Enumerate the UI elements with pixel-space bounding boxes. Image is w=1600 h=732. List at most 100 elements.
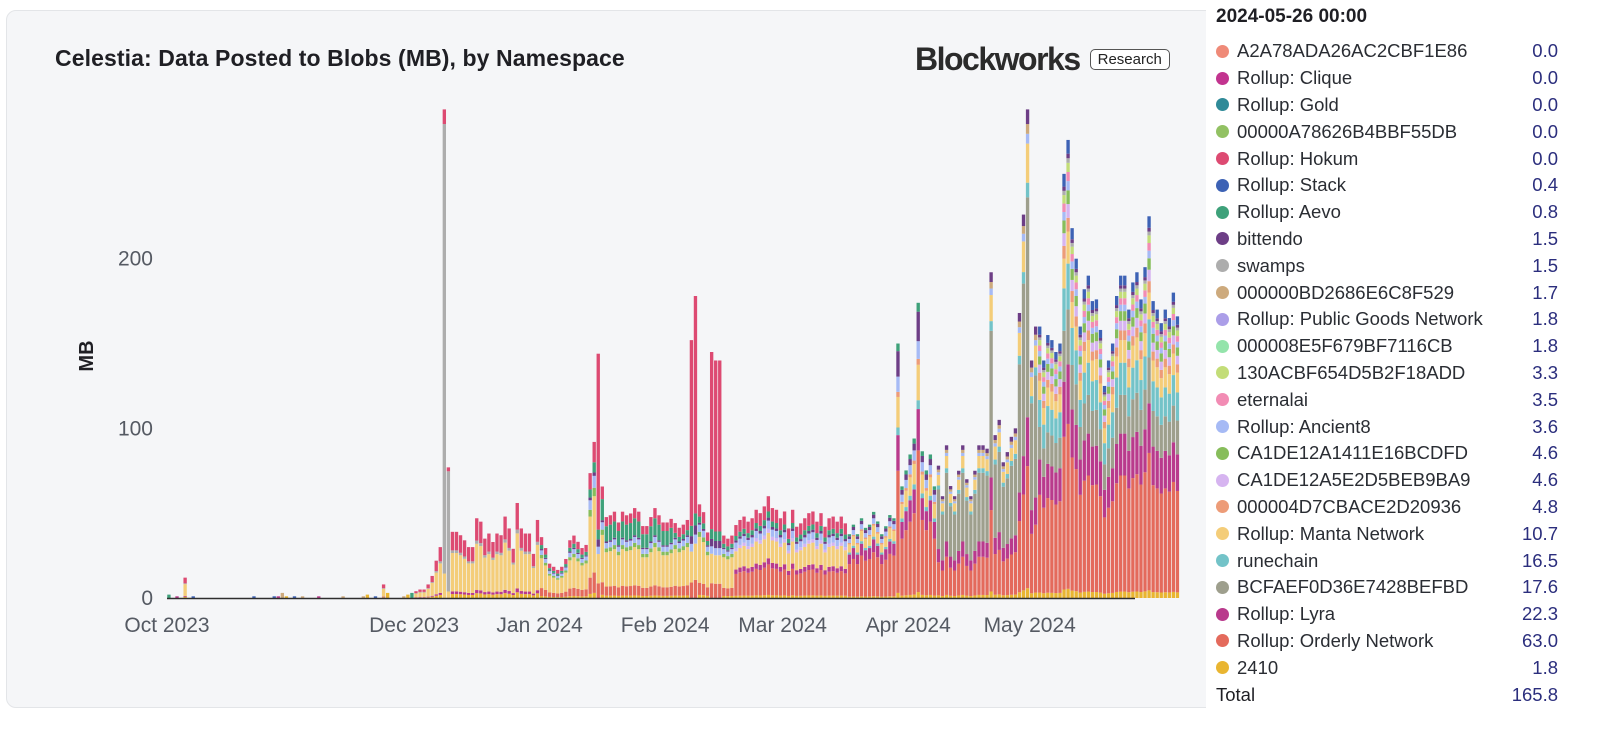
bar-segment	[1070, 409, 1074, 458]
legend-swatch	[1216, 500, 1229, 514]
bar-segment	[1050, 391, 1054, 410]
bar-segment	[418, 589, 422, 592]
bar-segment	[738, 538, 742, 545]
bar-segment	[572, 557, 576, 588]
legend-item[interactable]: 00000A78626B4BBF55DB 0.0	[1216, 118, 1558, 145]
bar-segment	[600, 534, 604, 583]
bar-segment	[965, 487, 969, 498]
legend-swatch	[1216, 339, 1229, 353]
bar-segment	[993, 443, 997, 447]
bar-segment	[851, 536, 856, 546]
legend-item[interactable]: bittendo 1.5	[1216, 226, 1558, 253]
bar-segment	[1066, 190, 1070, 205]
bar-segment	[957, 477, 961, 480]
bar-segment	[1167, 374, 1171, 394]
legend-item[interactable]: eternalai 3.5	[1216, 386, 1558, 413]
legend-item[interactable]: Rollup: Stack 0.4	[1216, 172, 1558, 199]
bar-segment	[819, 570, 823, 596]
bar-segment	[1147, 235, 1151, 243]
legend-item[interactable]: runechain 16.5	[1216, 547, 1558, 574]
legend-item[interactable]: A2A78ADA26AC2CBF1E86 0.0	[1216, 38, 1558, 65]
bar-segment	[1110, 351, 1115, 354]
bar-segment	[1151, 342, 1155, 352]
legend-item[interactable]: 000004D7CBACE2D20936 4.8	[1216, 494, 1558, 521]
bar-segment	[1139, 445, 1143, 485]
bar-segment	[888, 538, 892, 542]
bar-segment	[811, 511, 815, 525]
bar-segment	[782, 524, 787, 530]
legend-item[interactable]: CA1DE12A5E2D5BEB9BA9 4.6	[1216, 467, 1558, 494]
bar-segment	[596, 583, 600, 598]
bar-segment	[1102, 409, 1107, 416]
bar-segment	[985, 557, 989, 596]
bar-segment	[705, 595, 710, 598]
legend-item[interactable]: Rollup: Manta Network 10.7	[1216, 520, 1558, 547]
legend-item[interactable]: 000000BD2686E6C8F529 1.7	[1216, 279, 1558, 306]
bar-segment	[1147, 231, 1151, 236]
bar-segment	[993, 440, 997, 444]
legend-item[interactable]: Rollup: Lyra 22.3	[1216, 601, 1558, 628]
legend-item[interactable]: Rollup: Ancient8 3.6	[1216, 413, 1558, 440]
bar-segment	[924, 479, 928, 489]
bar-segment	[1013, 594, 1018, 598]
bar-segment	[1098, 592, 1103, 598]
bar-segment	[1167, 329, 1171, 333]
bar-segment	[426, 588, 430, 589]
bar-segment	[1074, 258, 1078, 269]
legend-item[interactable]: Rollup: Aevo 0.8	[1216, 199, 1558, 226]
bar-segment	[446, 471, 451, 592]
legend-item[interactable]: Rollup: Public Goods Network 1.8	[1216, 306, 1558, 333]
bar-segment	[414, 597, 418, 598]
bar-segment	[851, 530, 856, 535]
bar-segment	[884, 596, 888, 598]
bar-segment	[1013, 552, 1018, 595]
bar-segment	[665, 587, 669, 596]
bar-segment	[1175, 372, 1180, 393]
bar-segment	[669, 544, 673, 550]
bar-segment	[746, 537, 750, 540]
bar-segment	[1078, 345, 1082, 351]
legend-item[interactable]: BCFAEF0D36E7428BEFBD 17.6	[1216, 574, 1558, 601]
bar-segment	[799, 534, 803, 540]
legend-item[interactable]: CA1DE12A1411E16BCDFD 4.6	[1216, 440, 1558, 467]
bar-segment	[831, 536, 835, 543]
legend-item[interactable]: 000008E5F679BF7116CB 1.8	[1216, 333, 1558, 360]
bar-segment	[511, 562, 515, 565]
bar-segment	[657, 595, 661, 598]
legend-item[interactable]: Rollup: Clique 0.0	[1216, 65, 1558, 92]
legend-item[interactable]: Rollup: Gold 0.0	[1216, 92, 1558, 119]
bar-segment	[471, 561, 475, 564]
bar-segment	[1094, 592, 1099, 598]
bar-segment	[1175, 392, 1180, 421]
bar-segment	[515, 502, 519, 530]
legend-item[interactable]: Rollup: Orderly Network 63.0	[1216, 628, 1558, 655]
bar-segment	[782, 595, 787, 598]
bar-segment	[572, 595, 576, 598]
bar-segment	[997, 549, 1001, 595]
legend-item[interactable]: 130ACBF654D5B2F18ADD 3.3	[1216, 360, 1558, 387]
legend-item-name: Rollup: Lyra	[1237, 603, 1336, 625]
bar-segment	[863, 527, 868, 531]
bar-segment	[770, 540, 775, 563]
bar-segment	[855, 536, 860, 539]
bar-segment	[661, 595, 665, 598]
bar-segment	[584, 544, 588, 552]
bar-segment	[726, 538, 730, 547]
bar-segment	[1131, 304, 1135, 311]
legend-item[interactable]: swamps 1.5	[1216, 252, 1558, 279]
legend-item[interactable]: 2410 1.8	[1216, 654, 1558, 681]
bar-segment	[1155, 329, 1159, 336]
bar-segment	[701, 537, 706, 543]
legend-item-value: 1.7	[1532, 281, 1558, 303]
bar-segment	[1143, 591, 1147, 598]
bar-segment	[957, 550, 961, 564]
bar-segment	[1046, 498, 1050, 593]
bar-segment	[799, 541, 803, 548]
bar-segment	[1038, 426, 1042, 460]
bar-segment	[985, 475, 989, 543]
legend-item[interactable]: Rollup: Hokum 0.0	[1216, 145, 1558, 172]
bar-segment	[774, 538, 779, 542]
bar-segment	[803, 537, 807, 544]
bar-segment	[1135, 327, 1139, 338]
